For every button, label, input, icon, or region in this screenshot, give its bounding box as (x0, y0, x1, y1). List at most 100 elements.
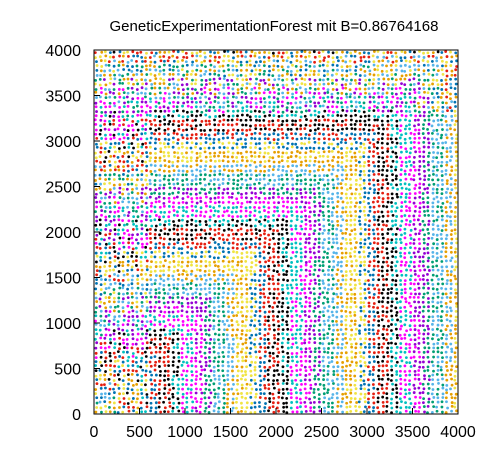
data-point (291, 337, 295, 340)
data-point (331, 110, 335, 114)
data-point (230, 319, 234, 322)
data-point (140, 379, 144, 383)
data-point (172, 119, 176, 123)
data-point (368, 273, 372, 277)
data-point (362, 209, 366, 213)
data-point (163, 378, 166, 382)
data-point (240, 142, 244, 146)
data-point (117, 387, 121, 390)
data-point (113, 315, 117, 319)
data-point (162, 82, 166, 85)
data-point (226, 174, 230, 178)
data-point (372, 293, 376, 296)
data-point (345, 159, 349, 163)
data-point (107, 128, 111, 132)
data-point (353, 60, 357, 64)
data-point (322, 369, 326, 372)
data-point (340, 165, 344, 169)
data-point (314, 356, 317, 359)
data-point (362, 379, 366, 383)
data-point (258, 56, 261, 59)
data-point (167, 138, 171, 142)
data-point (214, 115, 217, 118)
data-point (353, 218, 357, 222)
data-point (262, 200, 266, 204)
data-point (294, 123, 297, 127)
data-point (358, 205, 361, 209)
data-point (259, 264, 263, 268)
data-point (241, 355, 244, 359)
data-point (349, 300, 353, 303)
data-point (300, 160, 303, 164)
data-point (249, 124, 252, 128)
data-point (103, 69, 106, 73)
data-point (373, 132, 376, 136)
data-point (150, 338, 154, 342)
data-point (98, 328, 102, 332)
data-point (354, 196, 357, 200)
data-point (245, 86, 249, 90)
data-point (335, 64, 339, 67)
data-point (336, 404, 340, 408)
data-point (172, 227, 176, 231)
data-point (223, 282, 227, 285)
data-point (136, 327, 140, 331)
data-point (263, 328, 267, 331)
data-point (190, 82, 194, 86)
data-point (145, 206, 149, 210)
data-point (177, 78, 180, 82)
data-point (176, 292, 180, 296)
data-point (153, 355, 157, 359)
data-point (322, 328, 325, 332)
data-point (286, 346, 290, 350)
data-point (208, 88, 212, 92)
data-point (332, 365, 335, 369)
data-point (113, 255, 117, 258)
data-point (349, 168, 353, 172)
data-point (263, 51, 266, 54)
data-point (350, 147, 353, 150)
data-point (241, 78, 245, 82)
data-point (248, 336, 252, 340)
data-point (199, 196, 202, 200)
data-point (95, 341, 99, 345)
data-point (286, 91, 290, 95)
data-point (335, 215, 339, 218)
data-point (126, 292, 129, 295)
data-point (272, 364, 275, 367)
data-point (273, 91, 276, 94)
data-point (253, 137, 257, 141)
data-point (199, 345, 203, 349)
data-point (339, 264, 343, 268)
data-point (166, 86, 170, 90)
data-point (241, 109, 244, 113)
data-point (140, 301, 144, 304)
data-point (349, 305, 353, 309)
data-point (263, 133, 267, 136)
data-point (359, 306, 363, 309)
data-point (158, 156, 162, 160)
data-point (367, 405, 371, 409)
data-point (345, 196, 349, 200)
data-point (272, 64, 276, 68)
data-point (127, 55, 130, 58)
data-point (372, 178, 375, 182)
data-point (162, 154, 166, 158)
data-point (271, 224, 275, 228)
data-point (131, 332, 135, 336)
data-point (217, 406, 221, 410)
data-point (144, 388, 148, 392)
data-point (153, 236, 157, 240)
data-point (300, 310, 304, 313)
data-point (104, 287, 108, 290)
data-point (277, 263, 281, 267)
data-point (231, 215, 235, 219)
data-point (312, 328, 316, 332)
data-point (304, 227, 308, 231)
data-point (135, 187, 139, 190)
data-point (368, 373, 372, 376)
data-point (253, 214, 256, 218)
data-point (263, 114, 267, 118)
data-point (94, 314, 98, 318)
data-point (107, 242, 111, 246)
